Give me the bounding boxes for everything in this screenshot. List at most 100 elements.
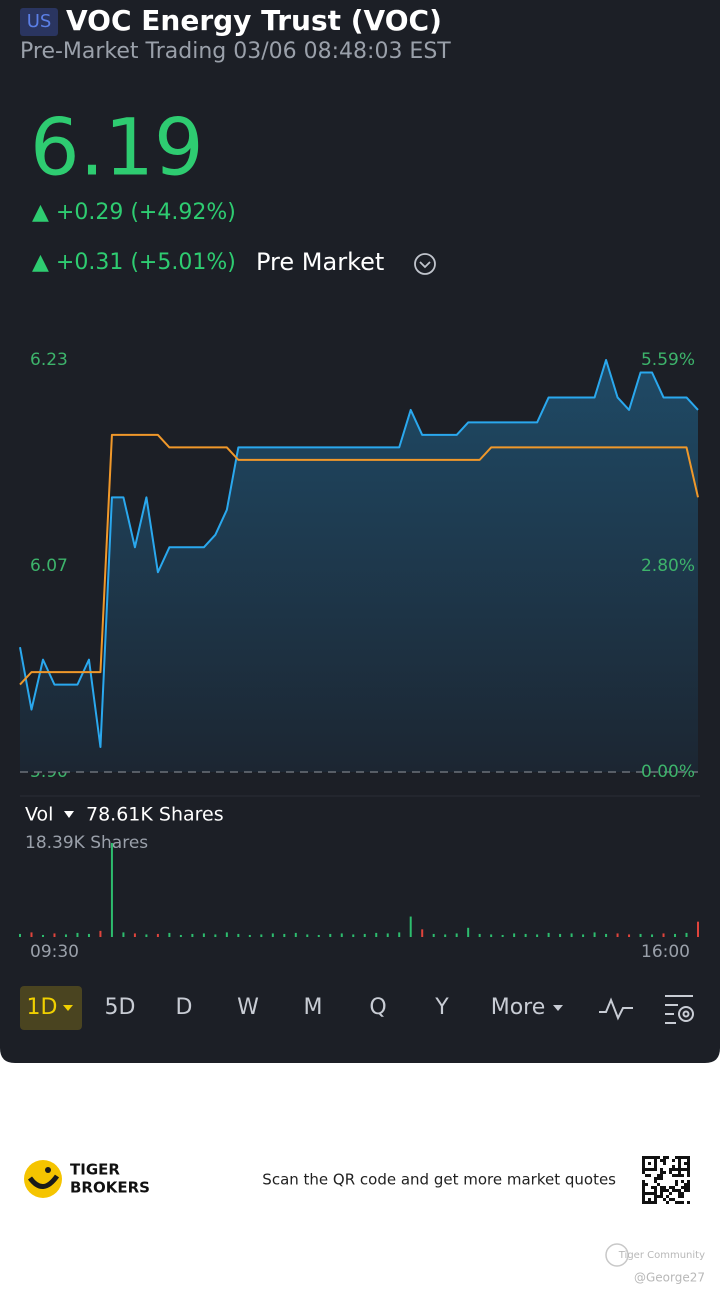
qr-cell [645,1168,648,1171]
qr-cell [663,1156,666,1159]
volume-bar [306,934,309,937]
qr-cell [678,1162,681,1165]
qr-code [642,1156,690,1204]
volume-tick-label: 18.39K Shares [25,833,148,853]
qr-cell [642,1189,645,1192]
qr-cell [684,1186,687,1189]
qr-cell [651,1192,654,1195]
qr-cell [657,1183,660,1186]
qr-cell [684,1189,687,1192]
period-tab[interactable]: Y [434,995,449,1020]
qr-cell [657,1177,660,1180]
qr-cell [681,1180,684,1183]
qr-cell [681,1192,684,1195]
volume-bar [421,929,424,937]
volume-bar [386,933,389,937]
qr-cell [648,1168,651,1171]
qr-cell [687,1183,690,1186]
qr-cell [654,1165,657,1168]
qr-prompt: Scan the QR code and get more market quo… [262,1171,616,1189]
volume-bar [536,934,539,937]
volume-bar [122,932,125,937]
watermark-icon [605,1243,629,1267]
x-tick-label: 16:00 [641,942,690,962]
volume-bar [559,933,562,937]
period-tab[interactable]: D [176,995,193,1020]
volume-bar [398,932,401,937]
period-dropdown [63,1005,73,1011]
qr-cell [678,1201,681,1204]
qr-cell [663,1189,666,1192]
qr-cell [672,1165,675,1168]
qr-cell [681,1168,684,1171]
qr-cell [672,1159,675,1162]
qr-cell [654,1168,657,1171]
qr-cell [645,1183,648,1186]
y2-tick-label: 0.00% [641,762,695,782]
qr-cell [660,1195,663,1198]
qr-cell [681,1186,684,1189]
volume-bar [432,933,435,937]
qr-cell [642,1156,645,1159]
qr-cell [654,1201,657,1204]
volume-bar [490,934,493,937]
volume-bar [53,933,56,937]
volume-bar [76,932,79,937]
qr-cell [645,1156,648,1159]
pre-market-toggle[interactable] [414,253,436,275]
indicator-button[interactable] [599,997,633,1021]
qr-cell [663,1186,666,1189]
qr-cell [645,1192,648,1195]
volume-dropdown[interactable] [64,811,74,818]
qr-cell [687,1156,690,1159]
volume-bar [329,933,332,937]
volume-bar [582,934,585,937]
qr-cell [666,1156,669,1159]
volume-bar [237,933,240,937]
volume-bar [145,934,148,937]
watermark-user: @George27 [634,1271,705,1285]
qr-cell [648,1201,651,1204]
period-tab[interactable]: 1D [27,995,58,1020]
brand-name: BROKERS [70,1179,150,1197]
qr-cell [681,1195,684,1198]
period-tab[interactable]: W [237,995,259,1020]
y2-tick-label: 2.80% [641,556,695,576]
volume-bar [283,933,286,937]
qr-cell [651,1156,654,1159]
qr-cell [663,1159,666,1162]
qr-cell [678,1174,681,1177]
volume-bar [697,921,699,937]
qr-cell [675,1174,678,1177]
period-highlight [20,986,82,1030]
volume-bar [64,934,67,937]
qr-cell [687,1168,690,1171]
qr-cell [648,1156,651,1159]
volume-bar [260,934,263,937]
qr-cell [657,1156,660,1159]
volume-bar [352,934,355,937]
volume-bar [478,933,481,937]
volume-bar [662,933,665,937]
qr-cell [660,1177,663,1180]
volume-bar [214,934,217,937]
settings-button[interactable] [665,995,694,1024]
qr-cell [654,1156,657,1159]
period-tab[interactable]: M [304,995,323,1020]
qr-cell [660,1192,663,1195]
qr-cell [669,1192,672,1195]
qr-cell [678,1189,681,1192]
qr-cell [642,1165,645,1168]
y-tick-label: 6.23 [30,350,68,370]
qr-cell [678,1195,681,1198]
qr-cell [687,1180,690,1183]
pre-market-label[interactable]: Pre Market [256,248,384,276]
volume-label[interactable]: Vol [25,804,53,826]
more-dropdown [553,1005,563,1011]
period-tab[interactable]: Q [369,995,386,1020]
qr-cell [672,1198,675,1201]
period-tab[interactable]: More [491,995,546,1020]
period-tab[interactable]: 5D [105,995,136,1020]
